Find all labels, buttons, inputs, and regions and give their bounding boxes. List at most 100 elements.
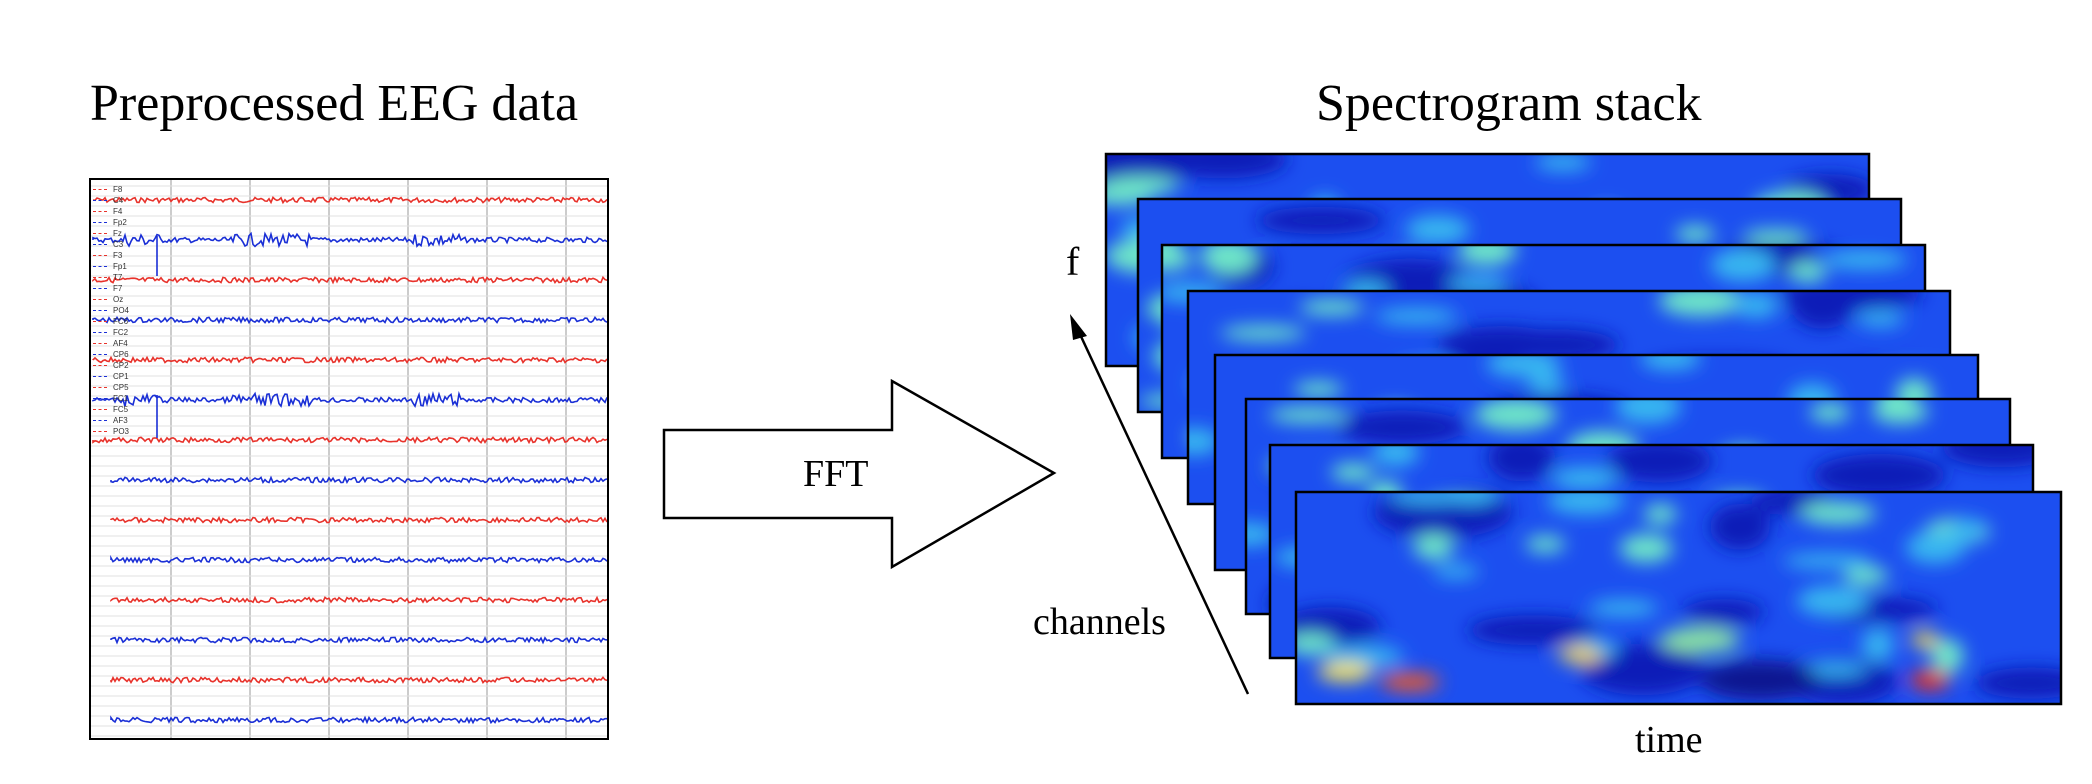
spectrogram-light-patch: [1474, 399, 1557, 431]
channel-label: Fz: [113, 229, 122, 238]
channel-marker: [93, 189, 107, 190]
spectrogram-light-patch: [1733, 292, 1779, 319]
spectrogram-light-patch: [1821, 249, 1908, 270]
spectrogram-light-patch: [1293, 381, 1344, 398]
spectrogram-light-patch: [1675, 225, 1715, 243]
spectrogram-light-patch: [1801, 661, 1868, 677]
spectrogram-light-patch: [1809, 402, 1850, 422]
channel-marker: [93, 222, 107, 223]
spectrogram-light-patch: [1374, 308, 1459, 325]
spectrogram-dark-patch: [1974, 667, 2061, 699]
spectrogram-light-patch: [1619, 534, 1673, 563]
spectrogram-light-patch: [1405, 215, 1471, 245]
spectrogram-hotspot: [1317, 662, 1373, 682]
spectrogram-hotspot: [1558, 647, 1602, 663]
spectrogram-light-patch: [1457, 245, 1517, 266]
spectrogram-light-patch: [1525, 535, 1566, 553]
eeg-trace: [92, 315, 607, 325]
spectrogram-light-patch: [1950, 517, 1985, 542]
spectrogram-light-patch: [1551, 466, 1618, 490]
eeg-traces: [91, 180, 607, 738]
spectrogram-light-patch: [1742, 229, 1809, 244]
channel-marker: [93, 387, 107, 388]
channel-label: Fp1: [113, 262, 127, 271]
right-title: Spectrogram stack: [1316, 75, 1702, 132]
spectrogram-dark-patch: [1373, 492, 1513, 539]
channel-marker: [93, 376, 107, 377]
spectrogram-light-patch: [1782, 553, 1872, 569]
spectrogram-dark-patch: [1579, 643, 1707, 696]
channel-marker: [93, 409, 107, 410]
channel-marker: [93, 398, 107, 399]
channel-marker: [93, 310, 107, 311]
channel-marker: [93, 431, 107, 432]
eeg-trace: [92, 435, 607, 445]
spectrogram-light-patch: [1905, 531, 1965, 564]
spectrogram-light-patch: [1534, 154, 1592, 171]
channel-marker: [93, 420, 107, 421]
channel-label: F7: [113, 284, 123, 293]
channel-label: FC5: [113, 405, 129, 414]
spectrogram-light-patch: [1931, 638, 1964, 674]
channel-marker: [93, 288, 107, 289]
channel-label: T7: [113, 273, 123, 282]
eeg-trace: [92, 355, 607, 365]
channel-marker: [93, 343, 107, 344]
spectrogram-light-patch: [1162, 248, 1194, 271]
spectrogram-light-patch: [1872, 400, 1929, 424]
spectrogram-light-patch: [1658, 291, 1743, 317]
spectrogram-light-patch: [1330, 463, 1375, 482]
axis-f-label: f: [1066, 239, 1080, 284]
eeg-trace: [110, 715, 607, 725]
spectrogram-dark-patch: [1336, 410, 1468, 445]
channel-label: C4: [113, 196, 124, 205]
channel-label: PO3: [113, 427, 130, 436]
spectrogram-light-patch: [1615, 399, 1681, 424]
eeg-trace: [110, 675, 607, 685]
channel-marker: [93, 233, 107, 234]
spectrogram-frame: [1294, 490, 2063, 706]
fft-label: FFT: [803, 453, 869, 495]
spectrogram-light-patch: [1710, 248, 1776, 282]
spectrogram-light-patch: [1547, 492, 1626, 515]
channel-label: F3: [113, 251, 123, 260]
channel-label: CP6: [113, 350, 129, 359]
spectrogram-light-patch: [1299, 299, 1364, 316]
channel-marker: [93, 354, 107, 355]
eeg-trace: [92, 390, 607, 409]
spectrogram-hotspot: [1700, 660, 1820, 700]
channel-marker: [93, 299, 107, 300]
spectrogram-dark-patch: [1467, 615, 1599, 646]
channel-label: CP1: [113, 372, 129, 381]
spectrogram-light-patch: [1843, 566, 1889, 586]
spectrogram-light-patch: [1799, 502, 1876, 525]
channel-marker: [93, 321, 107, 322]
channel-label: CP5: [113, 383, 129, 392]
fft-arrow-shape: [662, 378, 1057, 570]
channel-label: FC1: [113, 394, 129, 403]
spectrogram-hotspot: [1660, 628, 1740, 652]
channel-label: AF4: [113, 339, 128, 348]
eeg-trace: [110, 515, 607, 525]
left-title: Preprocessed EEG data: [90, 75, 579, 132]
channel-label: PO4: [113, 306, 130, 315]
channel-label: Oz: [113, 295, 124, 304]
spectrogram-dark-patch: [1606, 445, 1713, 483]
spectrogram-light-patch: [1413, 534, 1455, 560]
spectrogram-light-patch: [1855, 311, 1905, 327]
channel-label: F4: [113, 207, 123, 216]
spectrogram-dark-patch: [1709, 503, 1771, 551]
spectrogram-light-patch: [1200, 245, 1257, 275]
channel-label: CP2: [113, 361, 129, 370]
eeg-trace: [110, 635, 607, 645]
spectrogram-hotspot: [1910, 670, 1950, 690]
spectrogram-light-patch: [1325, 645, 1404, 668]
spectrogram-light-patch: [1441, 492, 1499, 504]
channel-marker: [93, 365, 107, 366]
spectrogram-light-patch: [1433, 564, 1479, 579]
spectrogram-light-patch: [1861, 628, 1895, 661]
spectrogram-dark-patch: [1682, 598, 1765, 625]
channels-axis-arrowhead: [1070, 314, 1087, 340]
